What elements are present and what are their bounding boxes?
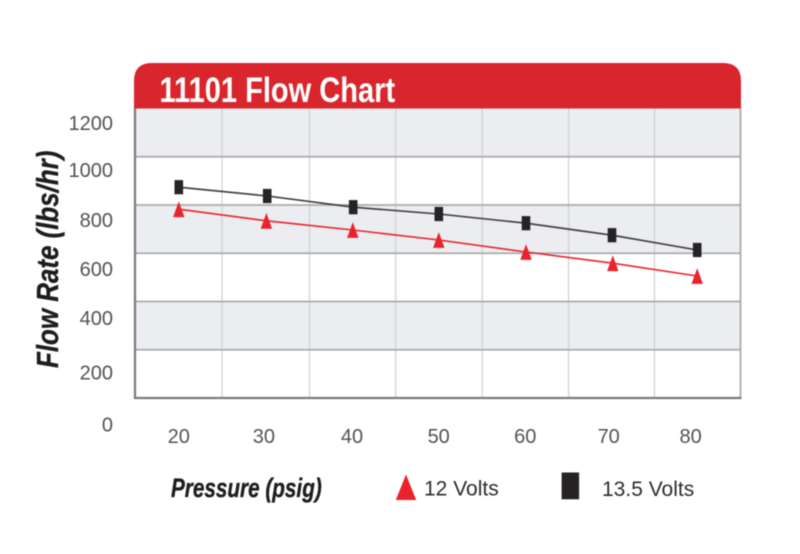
svg-text:Pressure (psig): Pressure (psig) <box>171 474 322 504</box>
svg-text:40: 40 <box>341 426 363 448</box>
svg-text:0: 0 <box>102 415 113 437</box>
svg-text:11101 Flow Chart: 11101 Flow Chart <box>160 70 396 109</box>
svg-text:60: 60 <box>514 426 536 448</box>
svg-text:13.5 Volts: 13.5 Volts <box>602 478 694 501</box>
svg-text:30: 30 <box>253 426 275 448</box>
svg-text:50: 50 <box>428 426 450 448</box>
svg-text:200: 200 <box>80 363 113 385</box>
svg-text:1000: 1000 <box>69 160 114 182</box>
svg-text:70: 70 <box>598 426 620 448</box>
svg-text:80: 80 <box>679 426 701 448</box>
svg-text:20: 20 <box>168 426 190 448</box>
svg-text:600: 600 <box>80 259 113 281</box>
svg-text:400: 400 <box>80 308 113 330</box>
svg-text:Flow Rate (lbs/hr): Flow Rate (lbs/hr) <box>30 151 64 368</box>
svg-text:1200: 1200 <box>69 113 114 135</box>
svg-text:800: 800 <box>80 210 113 232</box>
svg-text:12 Volts: 12 Volts <box>424 478 499 501</box>
